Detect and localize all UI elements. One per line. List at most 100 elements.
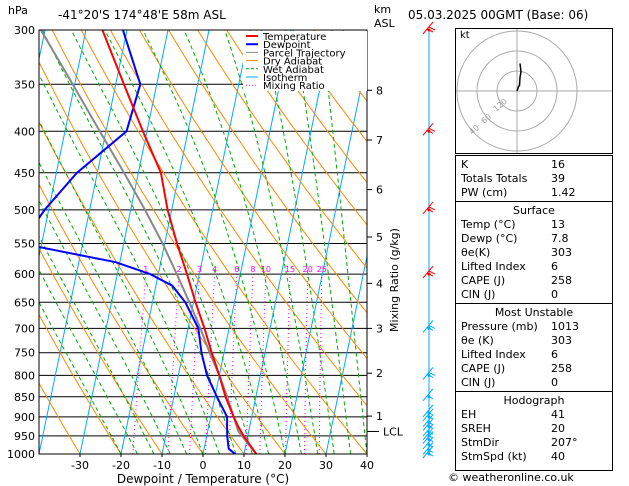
hodo-row: StmDir 207° [461, 436, 578, 449]
mu-row: CIN (J) 0 [461, 376, 558, 389]
wind-barb-staff [422, 122, 434, 136]
surface-row: Temp (°C) 13 [461, 218, 565, 231]
dry-adiabat-line [39, 381, 81, 454]
pressure-tick-label: 450 [14, 167, 35, 180]
km-tick-label: 5 [376, 231, 383, 244]
wet-adiabat-line [39, 73, 220, 454]
wet-adiabat-line [39, 235, 155, 454]
hodograph-ring-label: 40 [468, 123, 482, 136]
wind-barb [422, 418, 434, 431]
wet-adiabat-line [261, 30, 335, 454]
wind-barb-flag [426, 395, 434, 400]
wet-adiabat-line [39, 199, 171, 454]
wind-barb-staff [422, 320, 434, 333]
temperature-tick-label: -10 [153, 459, 171, 472]
wind-barb-flag [426, 208, 434, 213]
mu-row: CAPE (J) 258 [461, 362, 572, 375]
mu-row: Pressure (mb) 1013 [461, 320, 579, 333]
wet-adiabat-line [39, 269, 138, 454]
km-tick-label: 2 [376, 367, 383, 380]
wind-barb [422, 388, 434, 402]
wind-barb-flag [426, 272, 434, 277]
wind-barb-staff [422, 367, 434, 380]
wind-barb [422, 201, 436, 215]
legend-background [243, 31, 367, 91]
wind-barb-flag [426, 425, 434, 429]
wind-barb [422, 404, 434, 418]
wind-barb-staff [422, 265, 434, 279]
isotherm-line [284, 56, 367, 454]
pressure-tick-label: 350 [14, 78, 35, 91]
mixing-ratio-value-label: 8 [250, 265, 255, 274]
surface-title: Surface [513, 204, 555, 217]
isotherm-line [79, 30, 169, 454]
mixing-ratio-value-label: 4 [212, 265, 217, 274]
wind-barb-staff [422, 423, 434, 437]
isotherm-line [39, 30, 128, 454]
pressure-tick-label: 600 [14, 268, 35, 281]
wind-barb [422, 408, 434, 422]
height-unit-label-2: ASL [374, 17, 395, 30]
wind-barb-flag [428, 127, 436, 132]
index-row: Totals Totals 39 [461, 172, 565, 185]
isotherm-line [202, 30, 292, 454]
wind-barb-staff [422, 201, 434, 215]
mixing-ratio-value-label: 1 [143, 265, 148, 274]
km-tick-label: 6 [376, 184, 383, 197]
dry-adiabat-line [226, 30, 367, 226]
wind-barb-flag [426, 430, 434, 435]
wind-barb-staff [422, 404, 434, 418]
mixing-ratio-value-label: 3 [197, 265, 202, 274]
isotherm-line [120, 30, 210, 454]
wind-barb [422, 414, 434, 428]
wind-barb [422, 367, 436, 380]
hodograph-ring-label: 60 [480, 112, 494, 125]
mixing-ratio-line [167, 274, 180, 454]
wind-barb-staff [422, 436, 434, 450]
dry-adiabat-line [80, 30, 367, 454]
legend-entry: Wet Adiabat [263, 65, 324, 76]
pressure-unit-label: hPa [8, 4, 28, 17]
temperature-line [101, 30, 258, 454]
hodograph-trace [516, 63, 522, 92]
pressure-tick-label: 500 [14, 204, 35, 217]
temperature-tick-label: 20 [278, 459, 292, 472]
datetime-title: 05.03.2025 00GMT (Base: 06) [408, 8, 589, 22]
lcl-label: LCL [383, 425, 404, 438]
legend-entry: Isotherm [263, 73, 307, 84]
wind-barb-flag [428, 26, 436, 31]
surface-row: Dewp (°C) 7.8 [461, 232, 569, 245]
hodo-row: EH 41 [461, 408, 565, 421]
temperature-tick-label: 40 [360, 459, 374, 472]
pressure-tick-label: 700 [14, 322, 35, 335]
pressure-tick-label: 900 [14, 411, 35, 424]
isotherm-line [0, 30, 4, 454]
location-title: -41°20'S 174°48'E 58m ASL [58, 8, 226, 22]
wind-barb [422, 320, 436, 333]
wind-barb-staff [422, 408, 434, 422]
surface-row: CIN (J) 0 [461, 288, 558, 301]
wind-barb-staff [422, 442, 434, 455]
mu-row: θe (K) 303 [461, 334, 572, 347]
pressure-tick-label: 950 [14, 430, 35, 443]
pressure-tick-label: 750 [14, 347, 35, 360]
mixing-ratio-line [285, 274, 291, 454]
indices-panel: K 16 Totals Totals 39 PW (cm) 1.42 Surface … [455, 155, 613, 471]
wind-barb-flag [426, 452, 434, 457]
pressure-tick-label: 300 [14, 24, 35, 37]
temperature-tick-label: 30 [319, 459, 333, 472]
wet-adiabat-line [142, 30, 286, 454]
index-row: PW (cm) 1.42 [461, 186, 576, 199]
copyright-footer: © weatheronline.co.uk [448, 471, 574, 484]
plot-frame [38, 29, 368, 455]
wind-barb-flag [428, 206, 436, 211]
dry-adiabat-line [39, 121, 245, 454]
legend-entry: Mixing Ratio [263, 81, 325, 92]
km-tick-label: 3 [376, 322, 383, 335]
x-axis-label: Dewpoint / Temperature (°C) [117, 472, 289, 486]
dry-adiabat-line [39, 313, 122, 454]
index-row: K 16 [461, 158, 565, 171]
dry-adiabat-line [109, 30, 367, 407]
wet-adiabat-line [39, 161, 188, 454]
